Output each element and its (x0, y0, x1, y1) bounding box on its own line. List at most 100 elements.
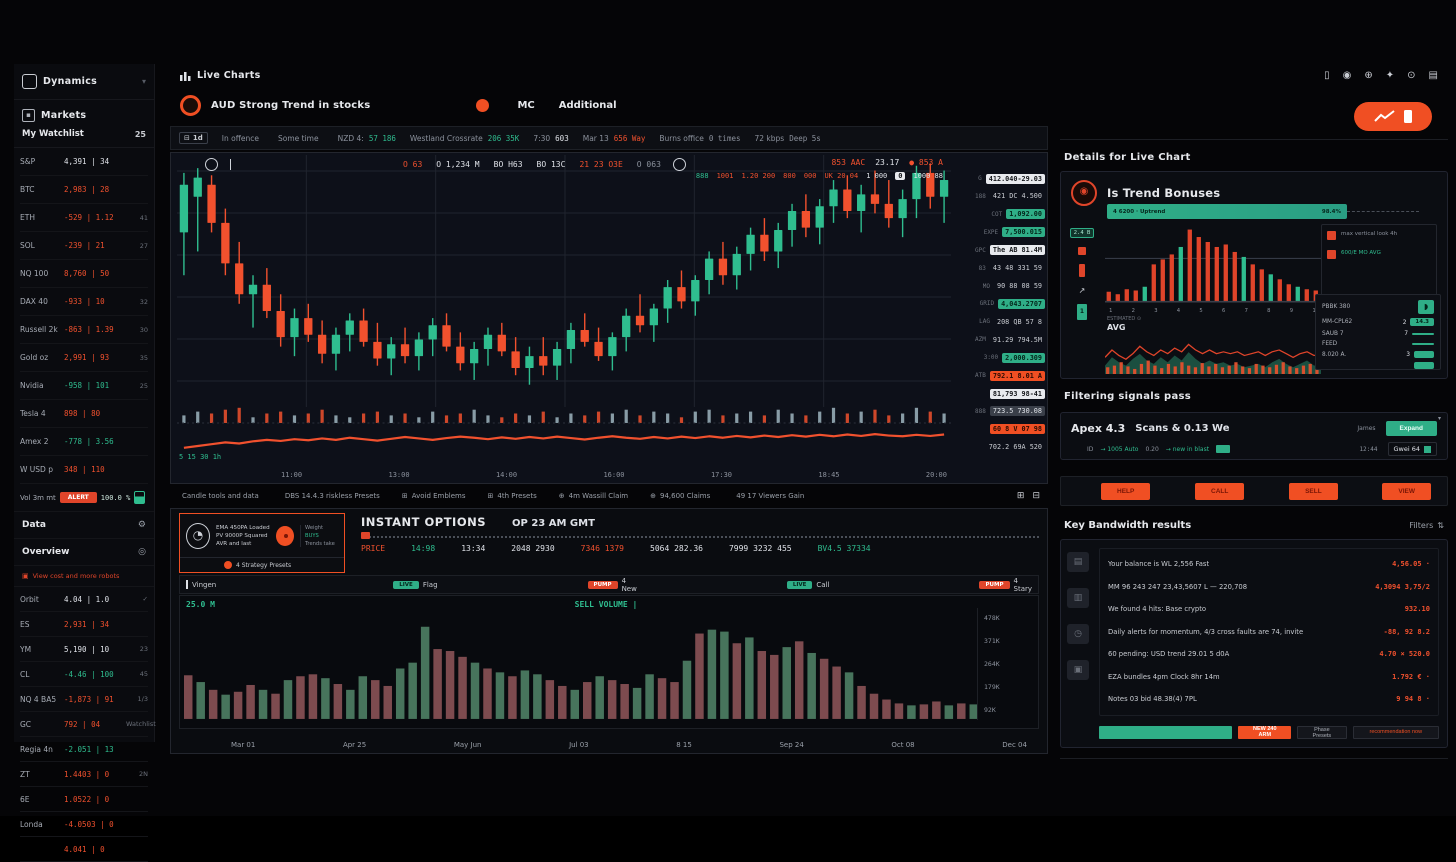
strategy-card[interactable]: ◔ EMA 450PA Loaded PV 9000P Squared AVR an… (179, 513, 345, 573)
corner-chevron-icon[interactable]: ▾ (1437, 415, 1441, 422)
watchlist-row[interactable]: Russell 2k -863 | 1.39 30 (20, 316, 148, 344)
axis-tick: 3:00 (983, 354, 999, 362)
toolbar-item[interactable]: Candle tools and data (178, 492, 259, 500)
toolbar-item[interactable]: ⊞ Avoid Emblems (402, 492, 466, 500)
sidebar-markets[interactable]: ▪ Markets (14, 100, 154, 124)
action-button[interactable]: CALL (1195, 482, 1245, 500)
legend-item[interactable]: PUMP 4 Stary (979, 577, 1032, 593)
topbar-icon[interactable]: ⊙ (1407, 70, 1416, 81)
volume-histogram-panel[interactable]: 25.0 M SELL VOLUME | 478K 371K 264K 179K 92K (179, 595, 1039, 729)
topbar-icon[interactable]: ◉ (1342, 70, 1352, 81)
watchlist-row[interactable]: NQ 100 8,760 | 50 (20, 260, 148, 288)
trend-bar-left: 4 6200 · Uptrend (1113, 208, 1166, 215)
signal-row2-item: ID (1087, 445, 1094, 453)
topbar-icon[interactable]: ▤ (1428, 70, 1438, 81)
topbar-icon[interactable]: ▯ (1324, 70, 1330, 81)
watchlist-row[interactable]: Regia 4n -2.051 | 13 (20, 737, 148, 762)
watchlist-row[interactable]: 6E 1.0522 | 0 (20, 787, 148, 812)
compass-icon[interactable]: ◎ (138, 547, 146, 557)
topbar-icon[interactable]: ✦ (1385, 70, 1395, 81)
record-button[interactable] (275, 525, 295, 546)
gwei-box[interactable]: Gwei 64 (1387, 442, 1437, 456)
watchlist-row[interactable]: Orbit 4.04 | 1.0 ✓ (20, 587, 148, 612)
watchlist-row[interactable]: YM 5,190 | 10 23 (20, 637, 148, 662)
watchlist-row[interactable]: NQ 4 BA5 -1,873 | 91 1/3 (20, 687, 148, 712)
action-button[interactable]: SELL (1289, 482, 1338, 500)
trend-card[interactable]: ◉ Is Trend Bonuses 4 6200 · Uptrend 98.4… (1060, 171, 1448, 379)
toolbar-item[interactable]: DBS 14.4.3 riskless Presets (281, 492, 380, 500)
event-row[interactable]: MM 96 243 247 23,43,5607 L — 220,708 4,3… (1108, 576, 1430, 599)
sidebar-item-overview[interactable]: Overview ◎ (14, 539, 154, 566)
signal-card[interactable]: ▾ Apex 4.3 Scans & 0.13 We James Expand … (1060, 412, 1448, 460)
presets-button[interactable]: Phase Presets (1297, 725, 1347, 739)
action-button[interactable]: VIEW (1382, 482, 1431, 500)
ohlc-legend: O 63 O 1,234 M BO H63 BO 13C 21 23 O3E O 063 (205, 158, 686, 171)
strategy-lines: EMA 450PA Loaded PV 9000P Squared AVR and … (216, 525, 270, 547)
event-row[interactable]: Notes 03 bid 48.38(4) 7PL 9 94 8 · (1108, 688, 1430, 711)
watchlist-row[interactable]: CL -4.46 | 100 45 (20, 662, 148, 687)
action-button[interactable]: HELP (1101, 482, 1151, 500)
watchlist-row[interactable]: W USD p 348 | 110 (20, 456, 148, 484)
events-footer: NEW 240 ARM Phase Presets recommendation… (1099, 725, 1439, 739)
watchlist-row[interactable]: DAX 40 -933 | 10 32 (20, 288, 148, 316)
watchlist-row[interactable]: Amex 2 -778 | 3.56 (20, 428, 148, 456)
watchlist-row[interactable]: GC 792 | 04 Watchlist (20, 712, 156, 737)
legend-item[interactable]: LIVE Flag (393, 577, 438, 593)
sidebar-watchlist-header[interactable]: My Watchlist 25 (14, 124, 154, 148)
recommendation-button[interactable]: recommendation now (1352, 725, 1439, 739)
chart-value: 23.17 (875, 158, 900, 167)
grid-icon[interactable]: ⊞ (1016, 491, 1025, 501)
volume-axis-label: 478K (984, 614, 1000, 622)
volume-panel: ◔ EMA 450PA Loaded PV 9000P Squared AVR an… (170, 508, 1048, 754)
rail-chip: 2.4 B (1069, 228, 1095, 238)
toolbar-item[interactable]: ⊕ 94,600 Claims (650, 492, 710, 500)
event-row[interactable]: EZA bundles 4pm Clock 8hr 14m 1.792 € · (1108, 666, 1430, 689)
time-tick: 11:00 (281, 471, 303, 479)
candlestick-canvas[interactable] (177, 155, 951, 463)
event-row[interactable]: Your balance is WL 2,556 Fast 4,56.05 · (1108, 553, 1430, 576)
trend-progress-bar[interactable]: 4 6200 · Uptrend 98.4% (1107, 204, 1347, 219)
toolbar-item[interactable]: ⊕ 4m Wassill Claim (559, 492, 628, 500)
watchlist-row[interactable]: S&P 4,391 | 34 (20, 148, 148, 176)
watchlist-row[interactable]: ETH -529 | 1.12 41 (20, 204, 148, 232)
toolbar-item[interactable]: 49 17 Viewers Gain (732, 492, 804, 500)
watchlist-row[interactable]: ES 2,931 | 34 (20, 612, 148, 637)
circle-tool-icon[interactable] (205, 158, 218, 171)
rail-icon[interactable]: ▤ (1067, 552, 1089, 572)
events-sort[interactable]: Filters ⇅ (1409, 521, 1444, 530)
legend-item[interactable]: LIVE Call (786, 577, 829, 593)
watchlist-row[interactable]: Nvidia -958 | 101 25 (20, 372, 148, 400)
watchlist-row[interactable]: ZT 1.4403 | 0 2N (20, 762, 148, 787)
event-row[interactable]: We found 4 hits: Base crypto 932.10 (1108, 598, 1430, 621)
sidebar-alert-row[interactable]: Vol 3m mt ALERT 100.0 % (14, 484, 154, 512)
range-label[interactable]: 5 15 30 1h (179, 453, 222, 461)
sidebar-promo[interactable]: ▣ View cost and more robots (14, 566, 154, 587)
watchlist-row[interactable]: Tesla 4 898 | 80 (20, 400, 148, 428)
chevron-down-icon[interactable]: ▾ (141, 77, 146, 86)
candlestick-chart-panel[interactable]: O 63 O 1,234 M BO H63 BO 13C 21 23 O3E O 063 … (170, 152, 1048, 484)
run-trade-button[interactable] (1354, 102, 1432, 131)
period-chip[interactable]: ⊟ 1d (179, 132, 208, 144)
rail-icon[interactable]: ▥ (1067, 588, 1089, 608)
price-axis[interactable]: G 412.040-29.03 188 421 DC 4.500 COT 1,0… (951, 169, 1047, 457)
event-row[interactable]: Daily alerts for momentum, 4/3 cross fau… (1108, 621, 1430, 644)
new-arm-button[interactable]: NEW 240 ARM (1238, 725, 1292, 739)
sidebar-item-data[interactable]: Data ⚙ (14, 512, 154, 539)
layout-icon[interactable]: ⊟ (1032, 491, 1040, 501)
rail-icon[interactable]: ◷ (1067, 624, 1089, 644)
legend-item[interactable]: PUMP 4 New (587, 577, 637, 593)
circle-tool-icon[interactable] (672, 158, 686, 171)
topbar-icon[interactable]: ⊕ (1364, 70, 1373, 81)
gear-icon[interactable]: ⚙ (137, 520, 146, 530)
sidebar-brand[interactable]: Dynamics ▾ (14, 64, 154, 100)
watchlist-row[interactable]: Gold oz 2,991 | 93 35 (20, 344, 148, 372)
watchlist-row[interactable]: 4.041 | 0 (20, 837, 148, 862)
stat-label: Mar 13 (582, 133, 609, 143)
watchlist-row[interactable]: SOL -239 | 21 27 (20, 232, 148, 260)
expand-button[interactable]: Expand (1385, 421, 1437, 436)
rail-icon[interactable]: ▣ (1067, 660, 1089, 680)
toolbar-item-label: Avoid Emblems (411, 492, 466, 500)
watchlist-row[interactable]: BTC 2,983 | 28 (20, 176, 148, 204)
event-row[interactable]: 60 pending: USD trend 29.01 5 d0A 4.70 ×… (1108, 643, 1430, 666)
toolbar-item[interactable]: ⊞ 4th Presets (488, 492, 537, 500)
